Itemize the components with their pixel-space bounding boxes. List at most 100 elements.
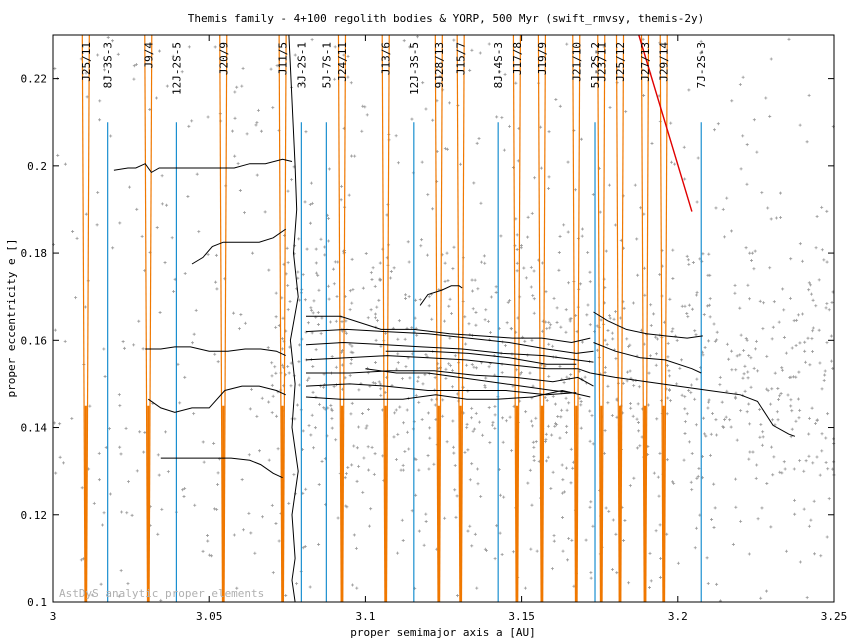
background-point — [202, 460, 206, 464]
background-point — [491, 420, 495, 424]
background-point — [683, 431, 687, 435]
background-point — [333, 77, 337, 81]
background-point — [691, 261, 695, 265]
background-point — [311, 311, 315, 315]
track-line — [593, 342, 702, 374]
background-point — [243, 321, 247, 325]
background-point — [830, 359, 834, 363]
background-point — [589, 500, 593, 504]
background-point — [539, 125, 543, 129]
background-point — [559, 415, 563, 419]
background-point — [137, 319, 141, 323]
background-point — [814, 304, 818, 308]
background-point — [544, 459, 548, 463]
background-point — [631, 414, 635, 418]
background-point — [248, 407, 252, 411]
background-point — [397, 319, 401, 323]
background-point — [303, 200, 307, 204]
background-point — [755, 150, 759, 154]
background-point — [484, 376, 488, 380]
background-point — [88, 404, 92, 408]
background-point — [743, 364, 747, 368]
background-point — [709, 432, 713, 436]
background-point — [770, 337, 774, 341]
background-point — [807, 288, 811, 292]
background-point — [725, 196, 729, 200]
background-point — [647, 371, 651, 375]
background-point — [579, 137, 583, 141]
resonance-line — [512, 34, 517, 603]
background-point — [466, 529, 470, 533]
background-point — [820, 432, 824, 436]
background-point — [446, 279, 450, 283]
background-point — [797, 370, 801, 374]
background-point — [637, 429, 641, 433]
x-axis-label: proper semimajor axis a [AU] — [350, 626, 535, 639]
background-point — [307, 376, 311, 380]
background-point — [312, 299, 316, 303]
background-point — [635, 417, 639, 421]
background-point — [280, 337, 284, 341]
background-point — [579, 282, 583, 286]
background-point — [633, 183, 637, 187]
background-point — [758, 408, 762, 412]
background-point — [396, 352, 400, 356]
background-point — [824, 306, 828, 310]
background-point — [687, 440, 691, 444]
background-point — [713, 339, 717, 343]
background-point — [690, 452, 694, 456]
background-point — [256, 108, 260, 112]
background-point — [752, 366, 756, 370]
resonance-line — [219, 34, 224, 603]
background-point — [331, 267, 335, 271]
background-point — [273, 365, 277, 369]
background-point — [675, 382, 679, 386]
background-point — [348, 308, 352, 312]
background-point — [613, 223, 617, 227]
background-point — [779, 392, 783, 396]
background-point — [360, 129, 364, 133]
background-point — [544, 320, 548, 324]
track-line — [365, 368, 572, 394]
background-point — [603, 338, 607, 342]
background-point — [624, 110, 628, 114]
background-point — [444, 376, 448, 380]
background-point — [415, 333, 419, 337]
background-point — [284, 594, 288, 598]
background-point — [308, 203, 312, 207]
background-point — [483, 383, 487, 387]
background-point — [532, 297, 536, 301]
background-point — [551, 344, 555, 348]
background-point — [427, 467, 431, 471]
background-point — [56, 153, 60, 157]
background-point — [803, 340, 807, 344]
background-point — [285, 246, 289, 250]
background-point — [560, 463, 564, 467]
background-point — [695, 290, 699, 294]
background-point — [430, 398, 434, 402]
background-point — [614, 357, 618, 361]
background-point — [580, 340, 584, 344]
background-point — [468, 524, 472, 528]
background-point — [586, 303, 590, 307]
background-point — [242, 211, 246, 215]
background-point — [751, 450, 755, 454]
background-point — [360, 412, 364, 416]
background-point — [401, 538, 405, 542]
background-point — [344, 319, 348, 323]
secular-curve-line — [638, 34, 693, 212]
background-point — [697, 466, 701, 470]
background-point — [769, 402, 773, 406]
background-point — [705, 304, 709, 308]
background-point — [807, 432, 811, 436]
background-point — [195, 172, 199, 176]
background-point — [305, 247, 309, 251]
background-point — [424, 519, 428, 523]
background-point — [85, 95, 89, 99]
background-point — [522, 266, 526, 270]
resonance-line — [576, 34, 581, 603]
background-point — [608, 106, 612, 110]
background-point — [746, 370, 750, 374]
background-point — [444, 367, 448, 371]
background-point — [595, 324, 599, 328]
